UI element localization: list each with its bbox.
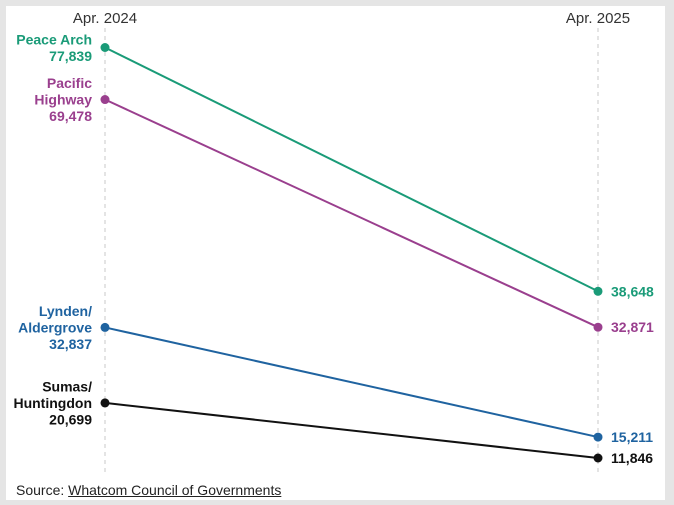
series-label: Highway	[34, 92, 92, 108]
data-point	[593, 322, 603, 332]
data-point	[100, 322, 110, 332]
series-label: Huntingdon	[13, 395, 92, 411]
column-label: Apr. 2024	[73, 10, 137, 27]
series-label: Lynden/	[39, 303, 92, 319]
data-point	[100, 43, 110, 52]
chart-frame: Apr. 2024 Apr. 2025 Peace Arch 77,839 38,648…	[6, 6, 665, 500]
data-point	[593, 432, 603, 442]
data-label: 32,871	[611, 319, 654, 335]
data-label: 77,839	[49, 48, 92, 64]
data-label: 15,211	[611, 429, 653, 445]
data-label: 32,837	[49, 336, 92, 352]
data-point	[100, 398, 110, 408]
data-point	[100, 95, 110, 105]
source-prefix: Source:	[16, 482, 69, 498]
series-line	[104, 46, 599, 293]
series-label: Peace Arch	[16, 31, 92, 47]
data-label: 69,478	[49, 108, 92, 124]
data-label: 11,846	[611, 450, 653, 466]
data-label: 38,648	[611, 283, 654, 299]
series-label: Pacific	[47, 75, 92, 91]
series-line	[104, 98, 599, 329]
series-line	[104, 401, 599, 459]
data-point	[593, 453, 603, 463]
series-label: Sumas/	[42, 378, 92, 394]
source-note: Source: Whatcom Council of Governments	[16, 482, 281, 498]
data-point	[593, 286, 603, 296]
data-label: 20,699	[49, 411, 92, 427]
series-label: Aldergrove	[18, 319, 92, 335]
source-link[interactable]: Whatcom Council of Governments	[68, 482, 282, 498]
series-line	[104, 326, 599, 439]
column-label: Apr. 2025	[566, 10, 630, 27]
